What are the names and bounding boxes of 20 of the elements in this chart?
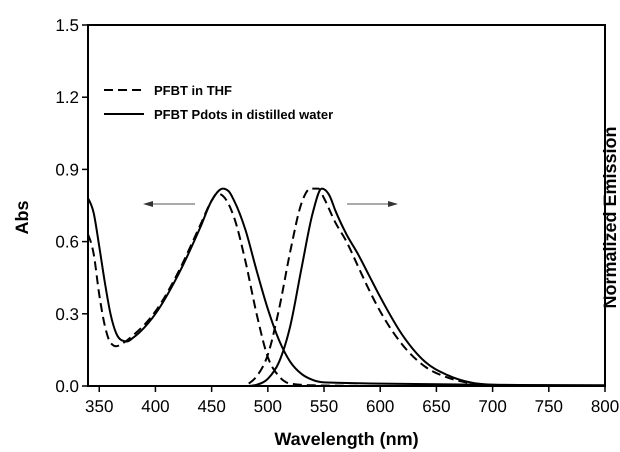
x-tick-label: 400: [141, 397, 170, 416]
x-tick-label: 800: [590, 397, 620, 416]
y-tick-label: 0.9: [55, 160, 79, 180]
y-axis-title: Abs: [12, 200, 32, 235]
x-tick-label: 600: [366, 397, 394, 416]
x-tick-label: 450: [197, 397, 226, 416]
legend-label: PFBT Pdots in distilled water: [154, 107, 334, 122]
y-tick-label: 0.3: [55, 304, 79, 324]
legend-label: PFBT in THF: [154, 83, 232, 98]
x-tick-label: 700: [478, 397, 507, 416]
x-tick-label: 500: [254, 397, 282, 416]
y-tick-label: 1.2: [55, 88, 79, 108]
y-tick-label: 0.6: [55, 232, 79, 252]
x-tick-label: 550: [310, 397, 338, 416]
x-tick-label: 750: [534, 397, 563, 416]
y-tick-label: 0.0: [55, 377, 79, 396]
x-tick-label: 650: [422, 397, 451, 416]
x-tick-label: 350: [85, 397, 114, 416]
y-tick-label: 1.5: [55, 16, 79, 35]
x-axis-title: Wavelength (nm): [274, 429, 419, 449]
